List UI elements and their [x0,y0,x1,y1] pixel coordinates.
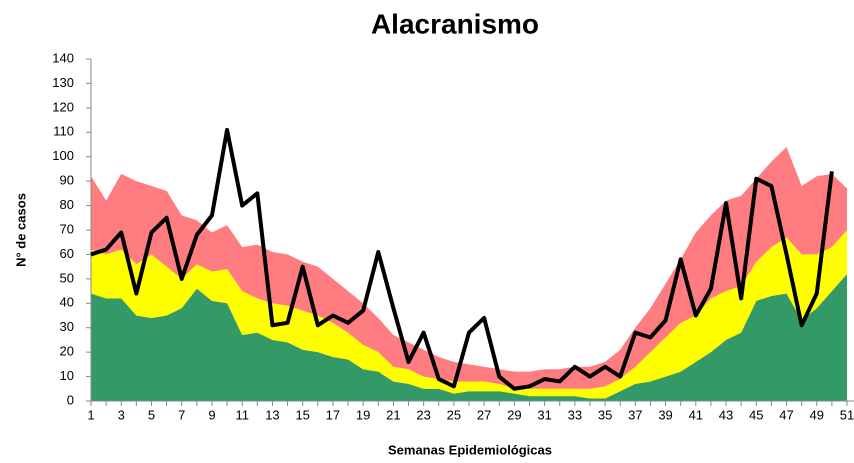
x-tick-label: 41 [689,407,703,422]
y-tick-label: 50 [60,270,74,285]
area [91,273,847,401]
x-tick-label: 29 [507,407,521,422]
x-tick-label: 35 [598,407,612,422]
y-tick-label: 140 [52,50,74,65]
y-tick-label: 130 [52,75,74,90]
x-tick-label: 21 [386,407,400,422]
x-tick-label: 5 [148,407,155,422]
x-tick-label: 19 [356,407,370,422]
y-tick-label: 40 [60,295,74,310]
x-tick-label: 45 [749,407,763,422]
y-tick-label: 110 [53,124,74,139]
y-axis-title: N° de casos [13,193,28,267]
x-tick-label: 33 [568,407,582,422]
y-tick-label: 100 [52,148,74,163]
x-tick-label: 23 [416,407,430,422]
x-tick-label: 11 [235,407,249,422]
x-tick-label: 47 [779,407,793,422]
x-tick-label: 39 [658,407,672,422]
x-tick-label: 25 [447,407,461,422]
y-tick-label: 120 [52,99,74,114]
x-tick-label: 31 [537,407,551,422]
y-tick-label: 0 [67,392,74,407]
area [91,230,847,399]
x-tick-label: 15 [295,407,309,422]
x-tick-label: 7 [178,407,185,422]
y-tick-label: 30 [60,319,74,334]
x-tick-label: 27 [477,407,491,422]
x-axis-title: Semanas Epidemiológicas [388,442,552,457]
x-tick-label: 51 [840,407,854,422]
chart-title: Alacranismo [371,8,539,39]
y-tick-label: 90 [60,173,74,188]
x-tick-label: 49 [810,407,824,422]
y-tick-label: 20 [60,344,74,359]
x-tick-label: 3 [118,407,125,422]
x-tick-label: 13 [265,407,279,422]
y-tick-label: 10 [60,368,74,383]
x-tick-label: 37 [628,407,642,422]
x-tick-label: 1 [87,407,94,422]
x-tick-label: 43 [719,407,733,422]
y-tick-label: 60 [60,246,74,261]
y-tick-label: 70 [60,221,74,236]
line [90,127,834,391]
x-tick-label: 17 [326,407,340,422]
y-tick-label: 80 [60,197,74,212]
x-tick-label: 9 [208,407,215,422]
